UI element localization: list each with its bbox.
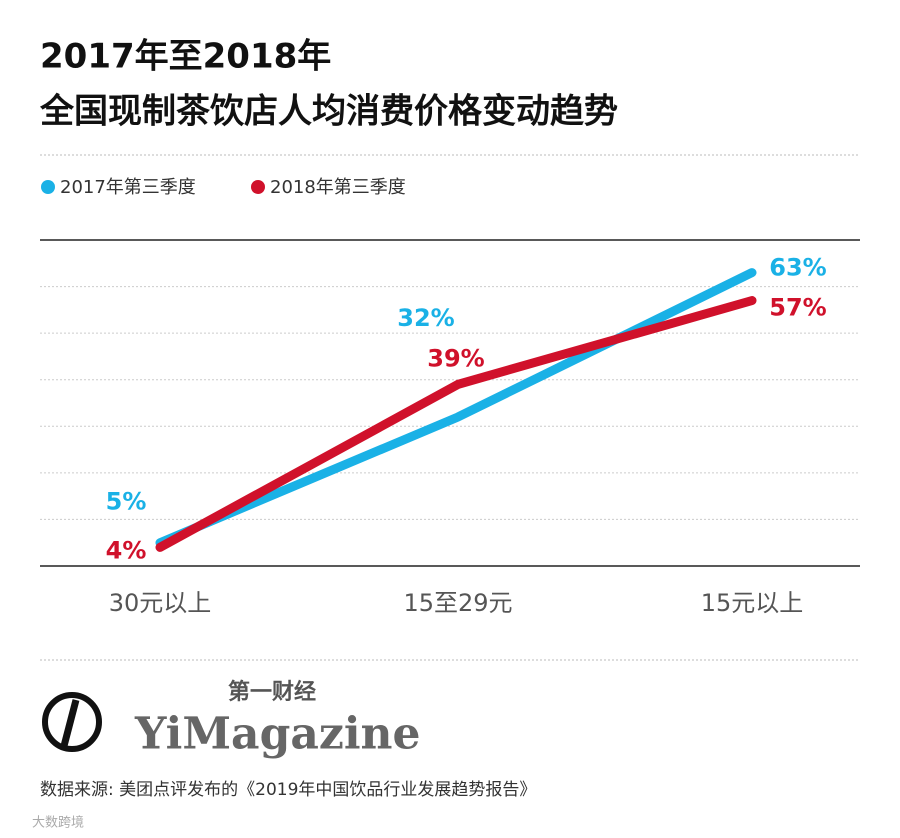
watermark: 大数跨境 <box>32 816 84 831</box>
legend-marker <box>41 180 55 194</box>
brand-cn: 第一财经 <box>228 679 316 705</box>
x-tick-label: 15至29元 <box>403 589 512 617</box>
data-label: 32% <box>397 304 454 332</box>
legend-label: 2017年第三季度 <box>60 177 196 198</box>
data-label: 57% <box>769 294 826 322</box>
legend-marker <box>251 180 265 194</box>
x-tick-label: 15元以上 <box>701 589 804 617</box>
chart-subtitle: 全国现制茶饮店人均消费价格变动趋势 <box>39 92 618 132</box>
x-tick-label: 30元以上 <box>109 589 212 617</box>
legend-label: 2018年第三季度 <box>270 177 406 198</box>
chart-title: 2017年至2018年 <box>40 37 331 77</box>
series-line <box>155 268 757 548</box>
data-label: 39% <box>427 344 484 372</box>
logo: 第一财经 YiMagazine <box>42 679 421 760</box>
data-label: 4% <box>106 536 147 564</box>
source: 数据来源: 美团点评发布的《2019年中国饮品行业发展趋势报告》 <box>40 780 536 800</box>
series-line <box>155 296 757 552</box>
brand-en: YiMagazine <box>134 709 421 760</box>
data-label: 5% <box>106 488 147 516</box>
data-label: 63% <box>769 254 826 282</box>
